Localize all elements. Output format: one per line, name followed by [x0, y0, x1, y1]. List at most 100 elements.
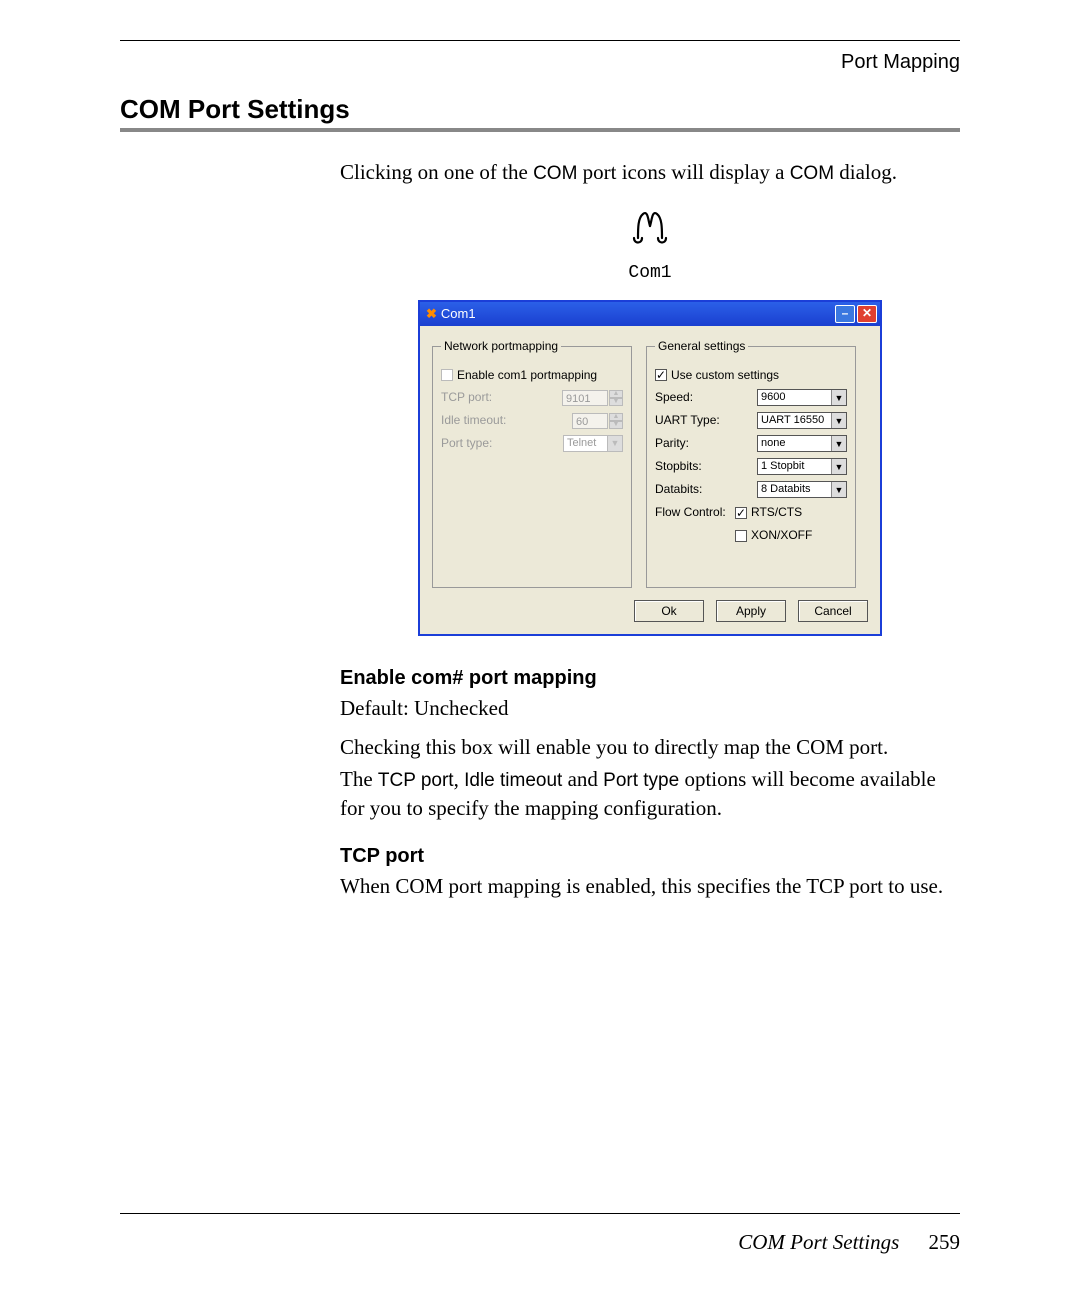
- parity-row: Parity: none ▼: [655, 435, 847, 452]
- stopbits-label: Stopbits:: [655, 458, 757, 475]
- parity-label: Parity:: [655, 435, 757, 452]
- use-custom-row: Use custom settings: [655, 367, 847, 384]
- tcp-port-spinner[interactable]: ▲ ▼: [609, 390, 623, 406]
- top-rule: [120, 40, 960, 41]
- general-settings-group: General settings Use custom settings Spe…: [646, 338, 856, 588]
- code-tcpport: TCP port: [378, 770, 454, 791]
- idle-timeout-spinner[interactable]: ▲ ▼: [609, 413, 623, 429]
- use-custom-checkbox[interactable]: [655, 369, 667, 381]
- uart-label: UART Type:: [655, 412, 757, 429]
- dialog-titlebar[interactable]: ✖ Com1 – ✕: [420, 302, 880, 326]
- xonxoff-checkbox[interactable]: [735, 530, 747, 542]
- document-page: Port Mapping COM Port Settings Clicking …: [0, 0, 1080, 1311]
- speed-value: 9600: [761, 390, 785, 405]
- network-portmapping-group: Network portmapping Enable com1 portmapp…: [432, 338, 632, 588]
- minimize-icon[interactable]: –: [835, 305, 855, 323]
- com-icon-label: Com1: [340, 261, 960, 286]
- chevron-down-icon: ▼: [831, 459, 846, 474]
- port-type-value: Telnet: [567, 436, 596, 451]
- idle-timeout-row: Idle timeout: 60 ▲ ▼: [441, 412, 623, 429]
- group-legend: Network portmapping: [441, 338, 561, 355]
- intro-code-com1: COM: [533, 163, 577, 184]
- flow-control-label: Flow Control:: [655, 504, 735, 521]
- tcp-port-input[interactable]: 9101: [562, 390, 608, 406]
- databits-value: 8 Databits: [761, 482, 811, 497]
- flow-control-row: Flow Control: RTS/CTS: [655, 504, 847, 521]
- enable-desc-2: The TCP port, Idle timeout and Port type…: [340, 765, 960, 824]
- port-type-row: Port type: Telnet ▼: [441, 435, 623, 452]
- intro-paragraph: Clicking on one of the COM port icons wi…: [340, 158, 960, 188]
- chevron-down-icon: ▼: [831, 390, 846, 405]
- ok-button[interactable]: Ok: [634, 600, 704, 622]
- footer-title: COM Port Settings: [738, 1230, 899, 1254]
- dialog-body: Network portmapping Enable com1 portmapp…: [420, 326, 880, 596]
- uart-row: UART Type: UART 16550 ▼: [655, 412, 847, 429]
- use-custom-label: Use custom settings: [671, 367, 847, 384]
- databits-select[interactable]: 8 Databits ▼: [757, 481, 847, 498]
- port-type-label: Port type:: [441, 435, 563, 452]
- enable-heading: Enable com# port mapping: [340, 664, 960, 692]
- content-column: Clicking on one of the COM port icons wi…: [340, 158, 960, 901]
- speed-select[interactable]: 9600 ▼: [757, 389, 847, 406]
- com-icon-block: Com1: [340, 206, 960, 286]
- text: ,: [454, 767, 465, 791]
- speed-label: Speed:: [655, 389, 757, 406]
- dialog-button-row: Ok Apply Cancel: [420, 596, 880, 634]
- com-port-icon: [340, 206, 960, 253]
- databits-row: Databits: 8 Databits ▼: [655, 481, 847, 498]
- com-dialog: ✖ Com1 – ✕ Network portmapping Enable co…: [418, 300, 882, 636]
- page-footer: COM Port Settings 259: [120, 1213, 960, 1255]
- stopbits-select[interactable]: 1 Stopbit ▼: [757, 458, 847, 475]
- port-type-select[interactable]: Telnet ▼: [563, 435, 623, 452]
- close-icon[interactable]: ✕: [857, 305, 877, 323]
- code-porttype: Port type: [603, 770, 679, 791]
- chevron-down-icon: ▼: [831, 436, 846, 451]
- chevron-down-icon: ▼: [607, 436, 622, 451]
- dialog-app-icon: ✖: [426, 305, 437, 323]
- stopbits-row: Stopbits: 1 Stopbit ▼: [655, 458, 847, 475]
- tcpport-heading: TCP port: [340, 842, 960, 870]
- spinner-down-icon[interactable]: ▼: [609, 421, 623, 429]
- spinner-up-icon[interactable]: ▲: [609, 413, 623, 421]
- xonxoff-label: XON/XOFF: [751, 527, 812, 544]
- intro-code-com2: COM: [790, 163, 834, 184]
- idle-timeout-label: Idle timeout:: [441, 412, 572, 429]
- enable-portmapping-checkbox[interactable]: [441, 369, 453, 381]
- stopbits-value: 1 Stopbit: [761, 459, 804, 474]
- rtscts-checkbox[interactable]: [735, 507, 747, 519]
- chevron-down-icon: ▼: [831, 482, 846, 497]
- group-legend: General settings: [655, 338, 748, 355]
- idle-timeout-input[interactable]: 60: [572, 413, 608, 429]
- section-title: COM Port Settings: [120, 94, 960, 125]
- tcp-port-row: TCP port: 9101 ▲ ▼: [441, 389, 623, 406]
- parity-value: none: [761, 436, 785, 451]
- text: The: [340, 767, 378, 791]
- parity-select[interactable]: none ▼: [757, 435, 847, 452]
- spinner-up-icon[interactable]: ▲: [609, 390, 623, 398]
- page-number: 259: [929, 1230, 961, 1254]
- text: and: [562, 767, 603, 791]
- enable-desc-1: Checking this box will enable you to dir…: [340, 733, 960, 762]
- apply-button[interactable]: Apply: [716, 600, 786, 622]
- speed-row: Speed: 9600 ▼: [655, 389, 847, 406]
- intro-text: Clicking on one of the: [340, 160, 533, 184]
- tcp-port-label: TCP port:: [441, 389, 562, 406]
- intro-text: dialog.: [834, 160, 897, 184]
- tcpport-desc: When COM port mapping is enabled, this s…: [340, 872, 960, 901]
- enable-portmapping-row: Enable com1 portmapping: [441, 367, 623, 384]
- intro-text: port icons will display a: [577, 160, 789, 184]
- databits-label: Databits:: [655, 481, 757, 498]
- uart-select[interactable]: UART 16550 ▼: [757, 412, 847, 429]
- page-header: Port Mapping: [120, 51, 960, 74]
- cancel-button[interactable]: Cancel: [798, 600, 868, 622]
- enable-portmapping-label: Enable com1 portmapping: [457, 367, 623, 384]
- code-idletimeout: Idle timeout: [464, 770, 562, 791]
- dialog-title: Com1: [441, 305, 833, 323]
- section-rule: [120, 128, 960, 132]
- spinner-down-icon[interactable]: ▼: [609, 398, 623, 406]
- default-text: Default: Unchecked: [340, 694, 960, 723]
- uart-value: UART 16550: [761, 413, 824, 428]
- chevron-down-icon: ▼: [831, 413, 846, 428]
- xonxoff-row: XON/XOFF: [655, 527, 847, 544]
- rtscts-label: RTS/CTS: [751, 504, 802, 521]
